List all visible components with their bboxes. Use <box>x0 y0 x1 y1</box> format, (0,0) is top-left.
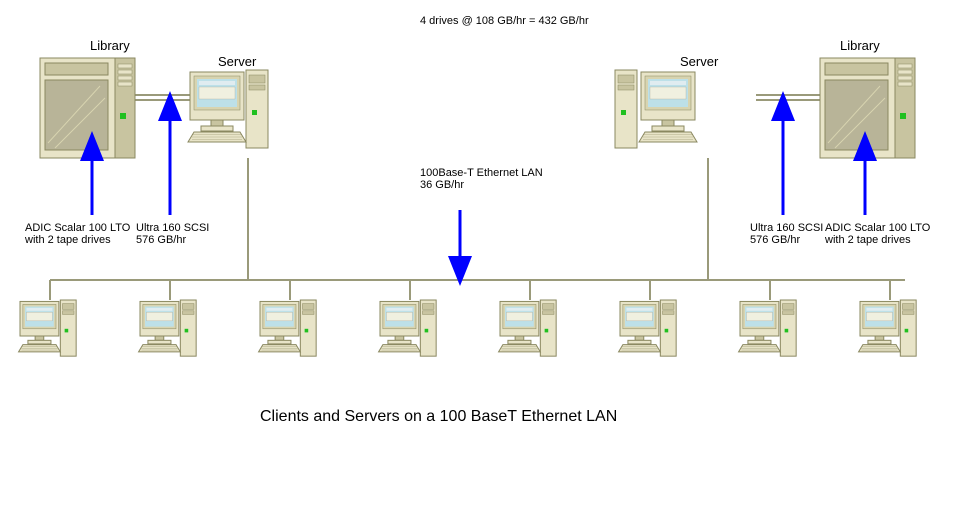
scsi-label-right: Ultra 160 SCSI 576 GB/hr <box>750 222 823 246</box>
diagram-canvas <box>0 0 954 528</box>
adic-label-left: ADIC Scalar 100 LTO with 2 tape drives <box>25 222 130 246</box>
top-note: 4 drives @ 108 GB/hr = 432 GB/hr <box>420 15 589 27</box>
library-label-left: Library <box>90 38 130 53</box>
library-label-right: Library <box>840 38 880 53</box>
lan-label: 100Base-T Ethernet LAN 36 GB/hr <box>420 167 543 191</box>
caption: Clients and Servers on a 100 BaseT Ether… <box>260 408 617 426</box>
server-label-right: Server <box>680 54 718 69</box>
scsi-label-left: Ultra 160 SCSI 576 GB/hr <box>136 222 209 246</box>
server-label-left: Server <box>218 54 256 69</box>
adic-label-right: ADIC Scalar 100 LTO with 2 tape drives <box>825 222 930 246</box>
